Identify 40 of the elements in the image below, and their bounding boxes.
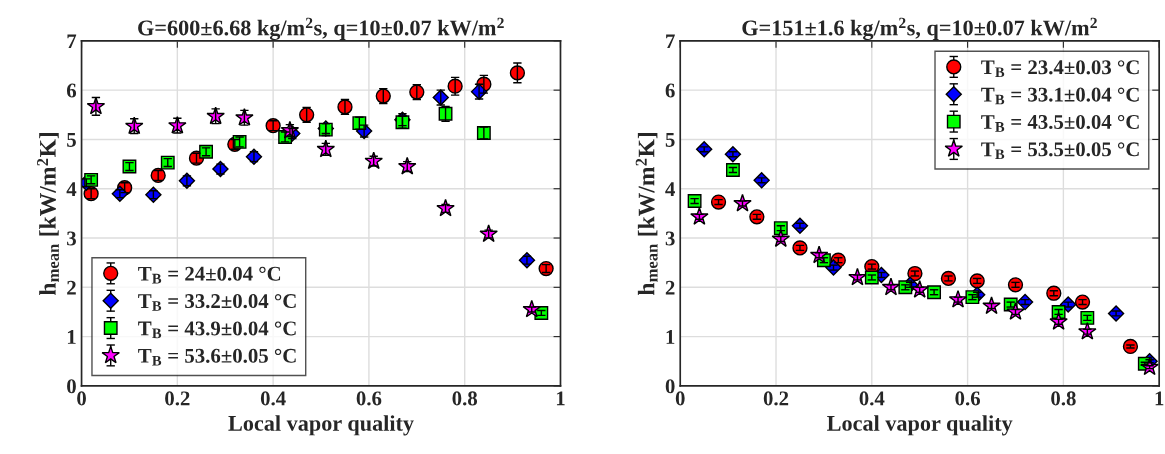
y-tick-label: 0 bbox=[67, 379, 76, 394]
y-tick-label: 1 bbox=[666, 330, 675, 344]
x-tick-label: 0.6 bbox=[955, 391, 981, 406]
x-tick-label: 0.8 bbox=[1051, 391, 1076, 406]
legend-label: T$_{B}$ = 53.5±0.05 °C bbox=[981, 142, 1139, 160]
y-tick-label: 7 bbox=[666, 34, 675, 49]
x-tick-label: 0.4 bbox=[260, 391, 286, 406]
legend-label: T$_{B}$ = 43.5±0.04 °C bbox=[981, 114, 1139, 132]
x-axis-title: Local vapor quality bbox=[228, 415, 414, 436]
y-tick-label: 5 bbox=[67, 133, 76, 147]
y-axis-title: h$_{mean}$ [kW/m$^{2}$K] bbox=[635, 133, 658, 296]
legend-label: T$_{B}$ = 33.1±0.04 °C bbox=[981, 87, 1139, 105]
x-axis-title: Local vapor quality bbox=[827, 415, 1013, 436]
y-tick-label: 7 bbox=[67, 34, 77, 49]
y-tick-label: 6 bbox=[665, 83, 675, 98]
legend-label: T$_{B}$ = 24±0.04 °C bbox=[138, 266, 281, 284]
y-tick-label: 3 bbox=[67, 231, 76, 246]
x-tick-label: 0.4 bbox=[859, 391, 885, 406]
x-tick-label: 0.2 bbox=[165, 391, 190, 406]
y-tick-label: 2 bbox=[67, 280, 76, 295]
y-axis-title: h$_{mean}$ [kW/m$^{2}$K] bbox=[37, 133, 59, 296]
x-tick-label: 0.8 bbox=[452, 391, 478, 406]
x-tick-label: 0.6 bbox=[356, 391, 382, 406]
x-tick-label: 0.2 bbox=[763, 391, 789, 406]
y-tick-label: 1 bbox=[67, 330, 76, 344]
y-tick-label: 6 bbox=[66, 83, 77, 98]
y-tick-label: 4 bbox=[66, 182, 77, 196]
x-tick-label: 1 bbox=[556, 391, 565, 406]
y-tick-label: 3 bbox=[665, 231, 675, 246]
legend-label: T$_{B}$ = 53.6±0.05 °C bbox=[138, 348, 296, 366]
legend-label: T$_{B}$ = 33.2±0.04 °C bbox=[138, 294, 296, 311]
y-tick-label: 5 bbox=[665, 133, 675, 147]
chart-title: G=600±6.68 kg/m$^{2}$s, q=10±0.07 kW/m$^{2}$ bbox=[138, 17, 504, 41]
chart-title: G=151±1.6 kg/m$^{2}$s, q=10±0.07 kW/m$^{2}$ bbox=[742, 17, 1097, 41]
legend-label: T$_{B}$ = 43.9±0.04 °C bbox=[138, 321, 296, 339]
x-tick-label: 1 bbox=[1155, 391, 1164, 406]
y-tick-label: 2 bbox=[665, 280, 675, 295]
y-tick-label: 0 bbox=[665, 379, 675, 394]
legend-label: T$_{B}$ = 23.4±0.03 °C bbox=[981, 60, 1139, 77]
y-tick-label: 4 bbox=[665, 182, 675, 196]
